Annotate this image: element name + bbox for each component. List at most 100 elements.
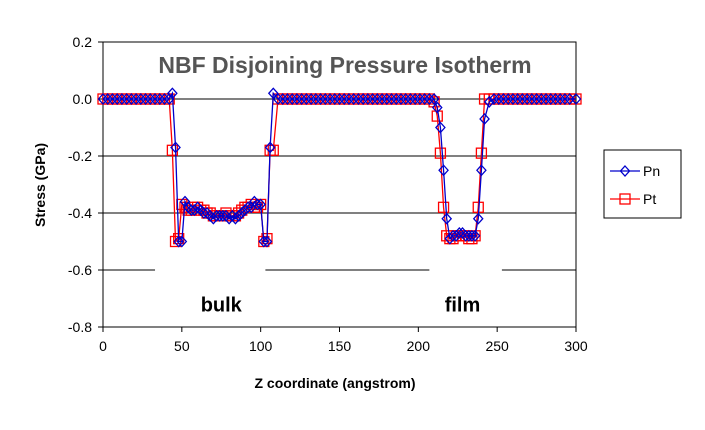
data-point-pn	[441, 212, 453, 225]
data-point-pn	[236, 207, 248, 219]
y-tick-label: -0.4	[68, 205, 92, 221]
data-point-pn	[535, 93, 547, 105]
data-point-pn	[362, 93, 374, 105]
data-point-pn	[438, 164, 449, 177]
data-point-pn	[371, 93, 383, 105]
data-point-pn	[409, 93, 421, 105]
data-point-pn	[357, 93, 369, 105]
y-axis-ticks: 0.2 0.0 -0.2 -0.4 -0.6 -0.8	[68, 34, 103, 335]
x-tick-label: 250	[485, 338, 509, 354]
data-point-pn	[414, 93, 426, 105]
data-point-pn	[428, 93, 440, 105]
data-point-pn	[296, 93, 308, 105]
y-tick-label: 0.2	[73, 34, 93, 50]
legend-label: Pn	[643, 163, 660, 179]
legend-box	[603, 149, 682, 219]
data-point-pn	[570, 93, 582, 105]
data-point-pn	[512, 93, 524, 105]
data-point-pn	[483, 95, 495, 108]
reference-line-gap	[429, 268, 502, 272]
legend-entry-pn: Pn	[610, 163, 660, 179]
x-tick-label: 200	[407, 338, 431, 354]
data-point-pn	[343, 93, 355, 105]
data-point-pn	[255, 198, 267, 211]
data-point-pn	[159, 93, 170, 105]
legend-marker	[619, 165, 631, 177]
data-point-pn	[301, 93, 312, 105]
data-point-pn	[324, 93, 336, 105]
data-point-pn	[334, 93, 345, 105]
x-tick-label: 100	[249, 338, 273, 354]
data-point-pn	[338, 93, 350, 105]
data-point-pn	[419, 93, 431, 105]
data-point-pn	[545, 93, 557, 105]
series-pn	[97, 87, 582, 248]
data-point-pn	[233, 209, 244, 222]
x-tick-label: 300	[564, 338, 588, 354]
data-point-pn	[502, 93, 514, 105]
data-point-pn	[517, 93, 528, 105]
data-point-pn	[498, 93, 509, 105]
data-point-pt	[437, 201, 450, 213]
x-tick-label: 50	[174, 338, 190, 354]
data-point-pn	[559, 93, 571, 105]
data-point-pn	[170, 141, 181, 154]
data-point-pn	[111, 93, 123, 105]
data-point-pn	[121, 93, 133, 105]
data-point-pn	[102, 93, 114, 105]
data-point-pn	[140, 93, 151, 105]
data-point-pn	[488, 93, 500, 105]
x-axis-ticks: 0 50 100 150 200 250 300	[99, 327, 588, 354]
data-point-pn	[291, 93, 303, 105]
data-point-pn	[531, 93, 542, 105]
data-point-pn	[258, 235, 270, 248]
data-point-pn	[305, 93, 317, 105]
legend-entry-pt: Pt	[610, 191, 656, 207]
series-pt	[97, 93, 582, 248]
data-point-pn	[390, 93, 402, 105]
data-point-pn	[252, 198, 263, 211]
data-point-pn	[423, 93, 435, 105]
data-point-pn	[435, 121, 446, 134]
data-point-pt	[434, 147, 447, 159]
data-point-pn	[261, 235, 273, 248]
data-point-pn	[286, 93, 298, 105]
data-point-pn	[453, 226, 465, 239]
data-point-pn	[144, 93, 156, 105]
data-point-pn	[217, 209, 229, 222]
series-line-pn	[103, 91, 576, 243]
y-tick-label: 0.0	[73, 91, 93, 107]
x-axis-title: Z coordinate (angstrom)	[254, 375, 415, 391]
data-point-pn	[319, 93, 331, 105]
data-point-pn	[348, 93, 360, 105]
data-point-pn	[130, 93, 142, 105]
data-point-pn	[107, 93, 118, 105]
data-point-pn	[277, 93, 289, 105]
data-point-pn	[476, 164, 487, 177]
data-point-pn	[264, 141, 276, 154]
data-point-pn	[526, 93, 538, 105]
data-point-pn	[400, 93, 412, 105]
data-point-pn	[405, 93, 416, 105]
data-point-pn	[431, 101, 443, 114]
data-point-pn	[126, 93, 137, 105]
data-point-pn	[135, 93, 147, 105]
data-point-pn	[540, 93, 552, 105]
data-point-pn	[521, 93, 533, 105]
data-point-pn	[116, 93, 128, 105]
data-point-pn	[479, 112, 490, 125]
data-point-pn	[550, 93, 561, 105]
data-point-pn	[329, 93, 341, 105]
data-point-pn	[282, 93, 293, 105]
series-layer	[97, 87, 582, 248]
data-point-pn	[376, 93, 388, 105]
data-point-pn	[507, 93, 519, 105]
reference-line-gap	[155, 268, 266, 272]
data-point-pn	[242, 201, 254, 214]
data-point-pn	[97, 93, 109, 105]
reference-lines	[155, 268, 502, 272]
region-label-film: film	[445, 294, 481, 316]
y-tick-label: -0.2	[68, 148, 92, 164]
data-point-pn	[230, 212, 241, 225]
